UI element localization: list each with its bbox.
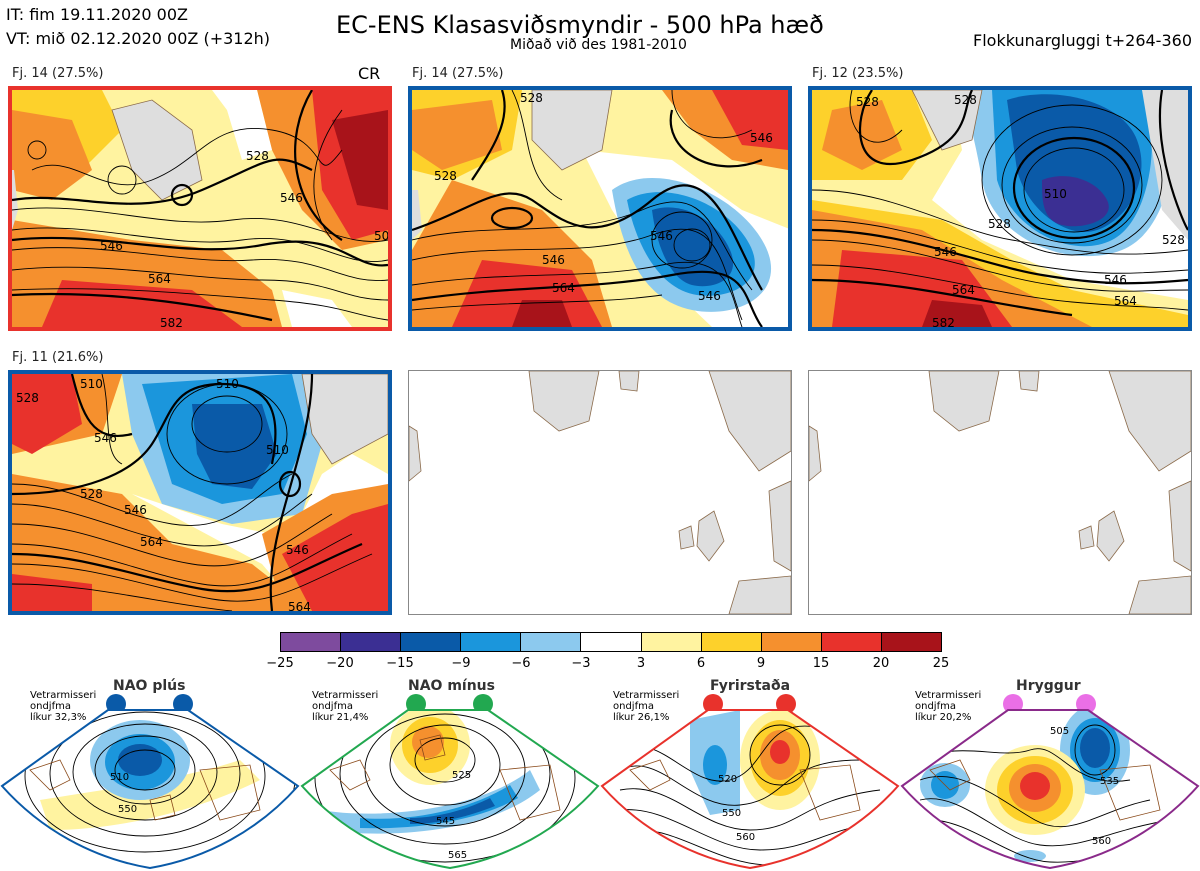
regime-1-title: NAO plús [113, 678, 186, 694]
contour-label: 528 [520, 91, 543, 105]
regime-2-title: NAO mínus [408, 678, 495, 694]
cluster-map-2: 528 528 546 546 546 564 546 [408, 86, 792, 331]
contour-label: 545 [436, 816, 455, 827]
colorbar [280, 632, 942, 652]
regime-4-info: Vetrarmisseri ondjfma líkur 20,2% [915, 690, 982, 723]
colorbar-tick-label: −6 [511, 656, 531, 671]
colorbar-tick-label: 15 [812, 656, 830, 671]
contour-label: 528 [988, 217, 1011, 231]
contour-label: 560 [736, 832, 755, 843]
contour-label: 510 [216, 377, 239, 391]
valid-time: VT: mið 02.12.2020 00Z (+312h) [6, 29, 271, 48]
regime-1-info: Vetrarmisseri ondjfma líkur 32,3% [30, 690, 97, 723]
regime-3-fan: 520 550 560 [600, 709, 900, 870]
colorbar-swatch [640, 633, 701, 651]
contour-label: 528 [954, 93, 977, 107]
colorbar-tick-label: −3 [571, 656, 591, 671]
contour-label: 528 [80, 487, 103, 501]
colorbar-swatch [400, 633, 461, 651]
colorbar-swatch [880, 633, 942, 651]
contour-label: 550 [722, 808, 741, 819]
contour-label: 510 [110, 772, 129, 783]
contour-label: 582 [932, 316, 955, 327]
empty-map-5 [408, 370, 792, 615]
panel-4-label: Fj. 11 (21.6%) [12, 350, 104, 365]
contour-label: 535 [1100, 776, 1119, 787]
contour-label: 546 [934, 245, 957, 259]
panel-1-tag: CR [358, 64, 381, 83]
contour-label: 520 [718, 774, 737, 785]
colorbar-tick-label: 3 [636, 656, 646, 671]
regime-4-fan: 505 535 560 [900, 709, 1200, 870]
contour-label: 510 [266, 443, 289, 457]
contour-label: 546 [1104, 273, 1127, 287]
contour-label: 565 [448, 850, 467, 861]
cluster-map-3: 528 510 528 546 564 546 564 582 528 528 [808, 86, 1192, 331]
regime-1-fan: 510 550 [0, 709, 300, 870]
contour-label: 528 [856, 95, 879, 109]
contour-label: 564 [148, 272, 171, 286]
contour-label: 50 [374, 229, 388, 243]
contour-label: 505 [1050, 726, 1069, 737]
panel-1-label: Fj. 14 (27.5%) [12, 66, 104, 81]
contour-label: 546 [100, 239, 123, 253]
colorbar-swatch [700, 633, 761, 651]
colorbar-swatch [520, 633, 581, 651]
classification-window: Flokkunargluggi t+264-360 [973, 31, 1192, 50]
colorbar-tick-label: 6 [696, 656, 706, 671]
contour-label: 564 [952, 283, 975, 297]
panel-3-label: Fj. 12 (23.5%) [812, 66, 904, 81]
colorbar-swatch [281, 633, 341, 651]
colorbar-tick-label: −15 [386, 656, 414, 671]
contour-label: 564 [1114, 294, 1137, 308]
contour-label: 582 [160, 316, 183, 327]
contour-label: 510 [80, 377, 103, 391]
init-time: IT: fim 19.11.2020 00Z [6, 5, 188, 24]
colorbar-tick-label: 25 [932, 656, 950, 671]
colorbar-swatch [760, 633, 821, 651]
contour-label: 560 [1092, 836, 1111, 847]
regime-3-title: Fyrirstaða [710, 678, 791, 694]
contour-label: 528 [246, 149, 269, 163]
colorbar-swatch [580, 633, 641, 651]
regime-4-title: Hryggur [1016, 678, 1081, 694]
contour-label: 546 [698, 289, 721, 303]
contour-label: 564 [288, 600, 311, 611]
colorbar-tick-label: 9 [756, 656, 766, 671]
contour-label: 528 [1162, 233, 1185, 247]
contour-label: 546 [280, 191, 303, 205]
colorbar-tick-label: 20 [872, 656, 890, 671]
colorbar-tick-label: −25 [266, 656, 294, 671]
contour-label: 564 [140, 535, 163, 549]
regime-2-info: Vetrarmisseri ondjfma líkur 21,4% [312, 690, 379, 723]
contour-label: 528 [16, 391, 39, 405]
cluster-map-4: 528 510 510 546 528 546 564 546 564 510 [8, 370, 392, 615]
contour-label: 546 [286, 543, 309, 557]
colorbar-tick-label: −9 [451, 656, 471, 671]
contour-label: 546 [650, 229, 673, 243]
contour-label: 510 [1044, 187, 1067, 201]
colorbar-swatch [340, 633, 401, 651]
colorbar-swatch [820, 633, 881, 651]
contour-label: 546 [750, 131, 773, 145]
page-subtitle: Miðað við des 1981-2010 [510, 37, 687, 53]
colorbar-swatch [460, 633, 521, 651]
contour-label: 564 [552, 281, 575, 295]
regime-3-info: Vetrarmisseri ondjfma líkur 26,1% [613, 690, 680, 723]
cluster-map-1: 528 546 546 564 582 50 [8, 86, 392, 331]
contour-label: 550 [118, 804, 137, 815]
empty-map-6 [808, 370, 1192, 615]
colorbar-tick-label: −20 [326, 656, 354, 671]
contour-label: 546 [94, 431, 117, 445]
contour-label: 525 [452, 770, 471, 781]
panel-2-label: Fj. 14 (27.5%) [412, 66, 504, 81]
page-title: EC-ENS Klasasviðsmyndir - 500 hPa hæð [336, 11, 824, 39]
contour-label: 528 [434, 169, 457, 183]
contour-label: 546 [124, 503, 147, 517]
regime-2-fan: 525 545 565 [300, 709, 600, 870]
contour-label: 546 [542, 253, 565, 267]
